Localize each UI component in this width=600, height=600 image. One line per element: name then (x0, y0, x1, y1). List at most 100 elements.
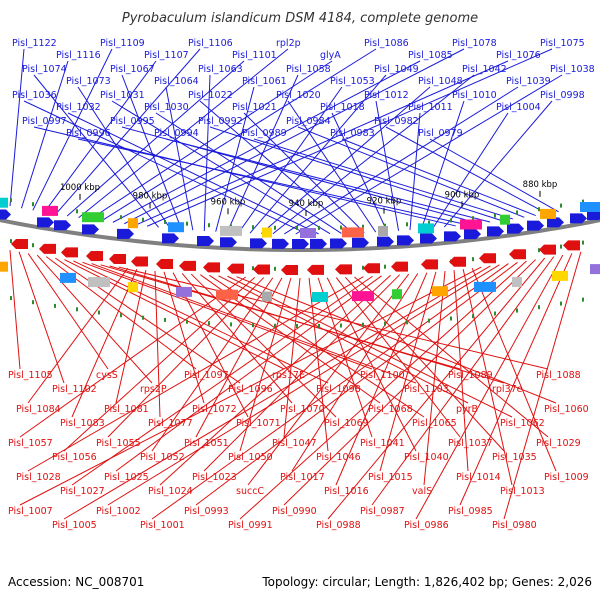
reverse-gene-arrow (281, 264, 298, 275)
gene-label: Pisl_1105 (8, 370, 53, 381)
forward-gene-arrow (117, 228, 134, 239)
marker-dot (340, 225, 342, 230)
gene-label: succC (236, 486, 264, 497)
leader-line (253, 138, 514, 220)
tick-label: 960 kbp (211, 197, 246, 207)
feature-block (500, 214, 510, 225)
leader-line (195, 277, 283, 438)
gene-label: Pisl_1085 (408, 50, 453, 61)
leader-line (249, 74, 387, 234)
marker-dot (296, 324, 298, 328)
gene-label: rpl37e (492, 384, 523, 395)
feature-block (580, 202, 600, 212)
gene-label: Pisl_1053 (330, 76, 375, 87)
gene-label: rps2P (140, 384, 167, 395)
marker-dot (274, 225, 276, 230)
leader-line (371, 256, 555, 506)
leader-line (239, 277, 292, 452)
leader-line (27, 267, 129, 404)
marker-dot (538, 248, 540, 253)
forward-gene-arrow (444, 231, 461, 242)
gene-label: Pisl_1011 (408, 102, 453, 113)
feature-block (176, 286, 192, 297)
gene-label: Pisl_1035 (492, 452, 537, 463)
feature-block (512, 277, 522, 288)
gene-label: Pisl_1014 (456, 472, 501, 483)
gene-label: Pisl_1084 (16, 404, 61, 415)
gene-label: Pisl_1016 (324, 486, 369, 497)
marker-dot (32, 243, 34, 248)
leader-line (32, 48, 113, 211)
leader-line (243, 112, 365, 233)
gene-label: Pisl_1022 (188, 90, 233, 101)
gene-label: Pisl_0980 (492, 520, 537, 531)
feature-tracks (0, 197, 600, 328)
leader-line (67, 112, 319, 235)
gene-label: Pisl_0991 (228, 520, 273, 531)
gene-label: Pisl_1009 (544, 472, 589, 483)
gene-label: Pisl_1048 (418, 76, 463, 87)
leader-line (9, 250, 21, 370)
leader-line (227, 275, 513, 418)
gene-label: Pisl_1056 (52, 452, 97, 463)
gene-label: Pisl_1097 (184, 370, 229, 381)
gene-label: Pisl_1063 (198, 64, 243, 75)
leader-line (124, 48, 465, 225)
leader-line (335, 272, 428, 486)
reverse-gene-arrow (539, 244, 556, 255)
gene-label: Pisl_1070 (280, 404, 325, 415)
gene-label: Pisl_1015 (368, 472, 413, 483)
marker-dot (472, 257, 474, 262)
gene-label: Pisl_1018 (320, 102, 365, 113)
leader-line (19, 276, 246, 438)
gene-label: Pisl_0983 (330, 128, 375, 139)
leader-line (239, 260, 527, 520)
forward-gene-arrow (330, 238, 347, 249)
leader-line (218, 275, 469, 404)
leader-line (283, 277, 301, 438)
leader-line (121, 74, 182, 230)
feature-block (312, 292, 328, 302)
gene-label: Pisl_1116 (56, 50, 101, 61)
leader-line (89, 60, 333, 220)
gene-label: pyrB (456, 404, 478, 415)
leader-line (78, 48, 289, 219)
marker-dot (120, 215, 122, 220)
leader-line (503, 251, 582, 520)
forward-gene-arrow (527, 220, 544, 231)
forward-gene-arrow (197, 236, 214, 247)
forward-gene-arrow (397, 235, 414, 246)
gene-label: Pisl_1040 (404, 452, 449, 463)
leader-line (77, 86, 171, 229)
feature-block (540, 208, 556, 219)
marker-dot (296, 226, 298, 230)
tick-label: 900 kbp (445, 190, 480, 200)
reverse-gene-arrow (479, 253, 496, 264)
leader-line (112, 60, 421, 223)
gene-label: Pisl_1088 (536, 370, 581, 381)
leader-line (165, 138, 491, 223)
leader-line (462, 269, 513, 486)
gene-label: Pisl_1049 (374, 64, 419, 75)
forward-gene-arrow (0, 209, 11, 220)
leader-line (203, 274, 401, 472)
gene-label: Pisl_1029 (536, 438, 581, 449)
map-title: Pyrobaculum islandicum DSM 4184, complet… (122, 11, 478, 26)
gene-label: Pisl_1036 (12, 90, 57, 101)
leader-line (226, 74, 299, 233)
gene-label: Pisl_1047 (272, 438, 317, 449)
forward-gene-arrow (507, 223, 524, 234)
leader-line (420, 100, 465, 230)
leader-line (107, 264, 500, 506)
forward-gene-arrow (292, 239, 309, 249)
marker-dot (494, 213, 496, 218)
leader-line (33, 74, 159, 228)
feature-block (352, 291, 374, 302)
marker-dot (274, 323, 276, 328)
reverse-gene-arrow (421, 259, 438, 270)
gene-label: Pisl_1107 (144, 50, 189, 61)
gene-label: Pisl_1030 (144, 102, 189, 113)
marker-dot (582, 199, 584, 204)
